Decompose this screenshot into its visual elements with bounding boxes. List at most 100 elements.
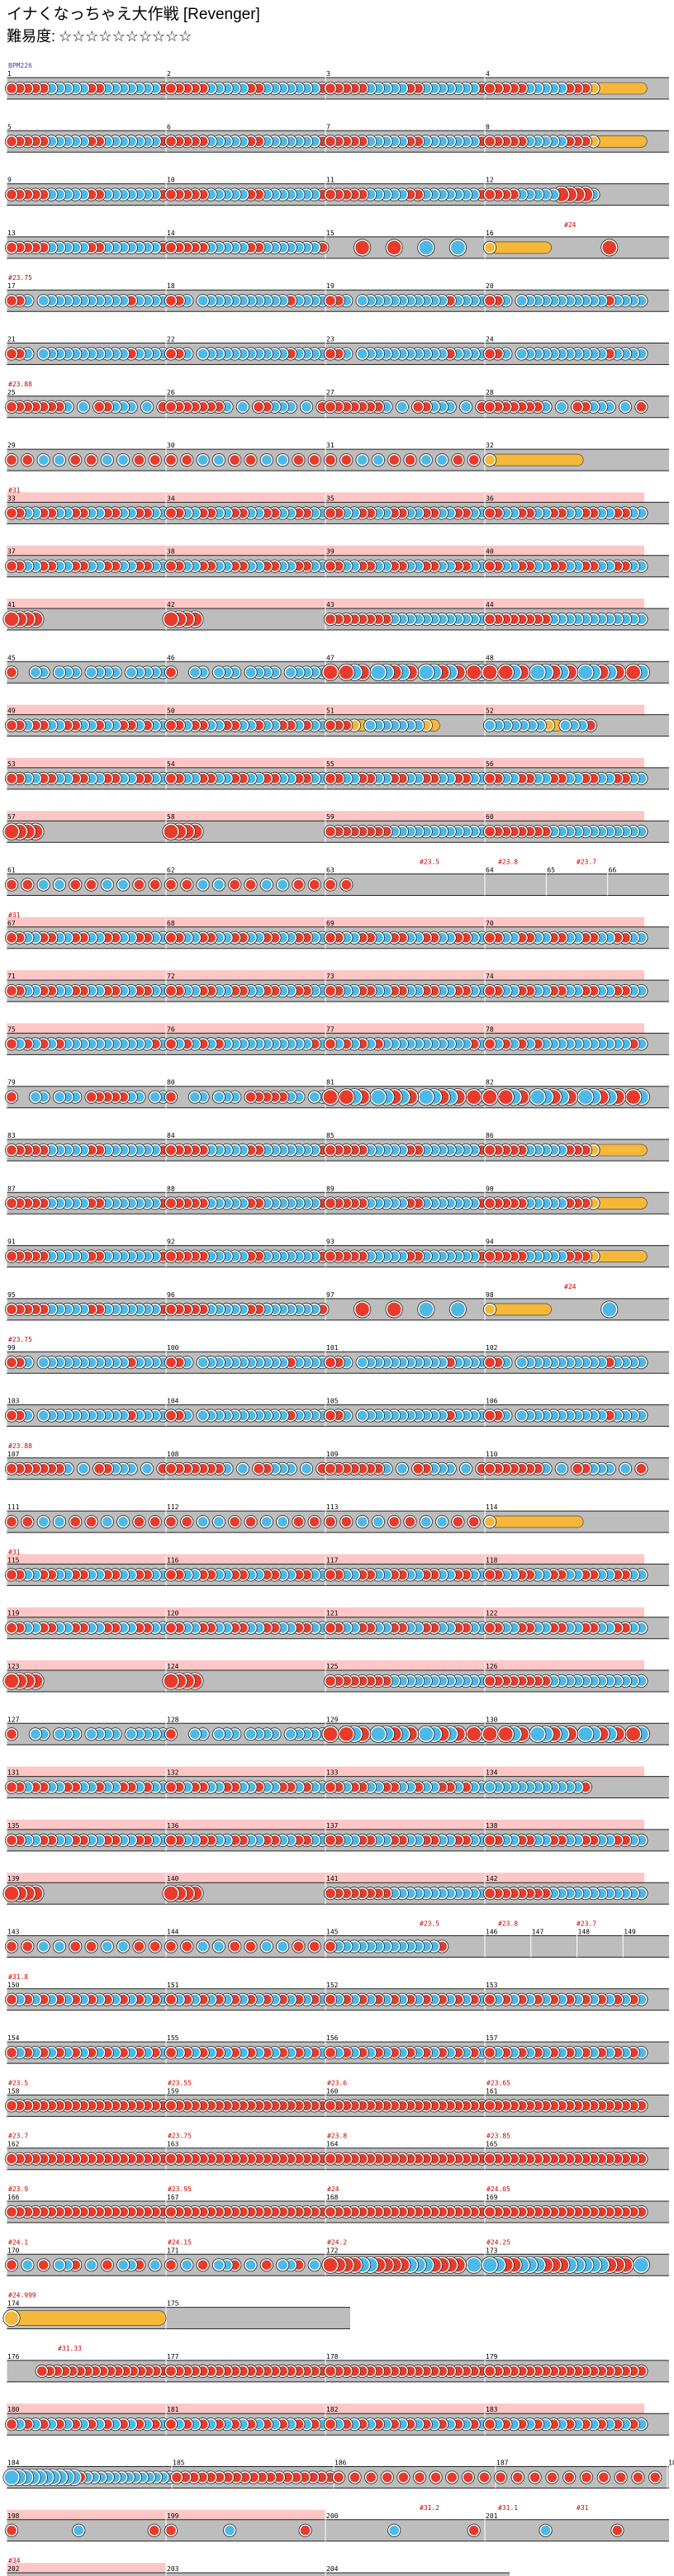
don-note [324, 826, 337, 838]
measure-number: 73 [326, 973, 335, 980]
don-note [5, 1197, 18, 1210]
ka-note [356, 348, 368, 360]
ka-note [483, 719, 496, 732]
don-note [452, 453, 464, 466]
don-note [164, 1091, 178, 1103]
measure-number: 58 [167, 813, 175, 821]
measure-number: 135 [7, 1822, 20, 1830]
ka-note [244, 1728, 257, 1740]
measure-number: 78 [486, 1025, 494, 1033]
don-note [340, 1515, 353, 1528]
don-note [452, 1515, 464, 1528]
ka-note [197, 453, 209, 466]
don-note [5, 1250, 18, 1262]
measure-number: 31 [326, 442, 335, 449]
measure-number: 70 [486, 920, 494, 927]
drumroll-note [593, 1250, 648, 1262]
big-ka-note [577, 664, 594, 680]
don-note [85, 1091, 97, 1103]
don-note [483, 1834, 496, 1847]
measure-number: 90 [486, 1185, 494, 1192]
ka-note [619, 400, 632, 413]
don-note [411, 400, 425, 413]
ka-note [300, 1462, 313, 1475]
ka-note [53, 666, 66, 679]
big-ka-note [529, 1726, 546, 1743]
don-note [5, 1569, 18, 1581]
don-note [571, 400, 584, 413]
measure-number: 93 [326, 1238, 335, 1246]
don-note [21, 878, 34, 891]
ka-note [356, 1409, 368, 1422]
measure-number: 32 [486, 442, 494, 449]
ka-note [515, 295, 528, 307]
don-note [133, 453, 145, 466]
don-note [69, 1515, 82, 1528]
ka-note [236, 400, 249, 413]
don-note [164, 719, 178, 732]
measure-number: 4 [486, 70, 490, 78]
don-note [164, 507, 178, 519]
don-note [468, 1515, 480, 1528]
ka-note [125, 666, 137, 679]
measure-number: 112 [167, 1503, 179, 1511]
measure-number: 98 [486, 1291, 494, 1299]
don-note [21, 453, 34, 466]
don-note [5, 719, 18, 732]
measure-number: 122 [486, 1610, 498, 1617]
don-note [5, 241, 18, 254]
ka-note [212, 666, 225, 679]
big-don-note [163, 823, 179, 840]
measure-number: 15 [326, 230, 335, 237]
ka-note [188, 1091, 202, 1103]
scroll-label: #23.88 [8, 381, 32, 388]
measure-number: 54 [167, 760, 175, 768]
don-note [483, 1197, 496, 1210]
measure-number: 60 [486, 813, 494, 821]
ka-note [212, 1091, 225, 1103]
measure-number: 76 [167, 1025, 175, 1033]
big-don-note [466, 1088, 482, 1106]
don-note [483, 1569, 496, 1581]
measure-number: 46 [167, 654, 175, 661]
scroll-label: #24 [564, 1283, 577, 1290]
ka-note [37, 453, 50, 466]
don-note [164, 1515, 178, 1528]
big-don-note [625, 1088, 642, 1106]
measure-number: 75 [7, 1025, 16, 1033]
don-note [229, 1515, 241, 1528]
big-don-note [163, 1673, 179, 1689]
don-note [483, 931, 496, 945]
measure-number: 34 [167, 495, 175, 502]
measure-number: 101 [326, 1344, 339, 1352]
don-note [324, 1144, 337, 1157]
measure-number: 56 [486, 760, 494, 768]
measure-number: 5 [7, 123, 12, 130]
don-note [133, 878, 145, 891]
ka-note [188, 666, 202, 679]
don-note [5, 984, 18, 997]
big-ka-note [577, 1726, 594, 1743]
don-note [164, 1250, 178, 1262]
measure-number: 141 [326, 1875, 339, 1882]
don-note [483, 135, 496, 148]
don-note [324, 1674, 337, 1688]
ka-note [101, 453, 114, 466]
don-note [411, 1462, 425, 1475]
measure-number: 103 [7, 1398, 20, 1405]
measure-number: 118 [486, 1556, 498, 1564]
measure-number: 33 [7, 495, 16, 502]
don-note [164, 931, 178, 945]
measure-number: 61 [7, 867, 16, 874]
ka-note [212, 1515, 225, 1528]
ka-note [276, 878, 289, 891]
measure-number: 136 [167, 1822, 179, 1830]
ka-note [212, 453, 225, 466]
drumroll-head [483, 241, 496, 254]
don-note [164, 453, 178, 466]
don-note [164, 666, 178, 679]
difficulty-stars: ☆☆☆☆☆☆☆☆☆☆ [59, 28, 192, 45]
measure-number: 71 [7, 973, 16, 980]
don-note [635, 400, 648, 413]
big-ka-note [418, 1088, 434, 1106]
